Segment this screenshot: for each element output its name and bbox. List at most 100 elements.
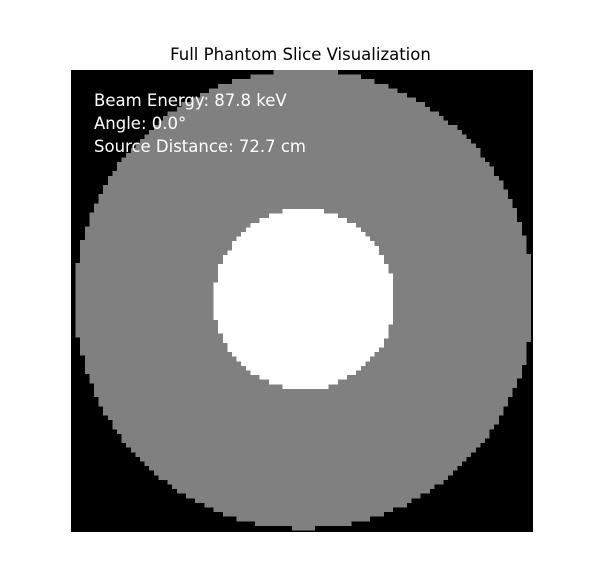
outer-ring-strip	[130, 447, 476, 453]
outer-ring-strip	[94, 387, 513, 393]
phantom-slice-image	[71, 70, 533, 532]
inner-core-strip	[218, 278, 393, 284]
inner-core-strip	[236, 356, 370, 362]
inner-core-strip	[222, 255, 384, 261]
inner-core-strip	[259, 218, 347, 224]
outer-ring-strip	[218, 83, 389, 89]
outer-ring-strip	[255, 520, 352, 526]
outer-ring-strip	[126, 442, 481, 448]
outer-ring-strip	[94, 392, 513, 398]
outer-ring-strip	[117, 166, 495, 172]
outer-ring-strip	[112, 424, 495, 430]
outer-ring-strip	[176, 488, 430, 494]
outer-ring-strip	[149, 465, 458, 471]
beam-energy-label: Beam Energy: 87.8 keV	[94, 91, 287, 110]
outer-ring-strip	[250, 74, 361, 80]
outer-ring-strip	[153, 470, 453, 476]
outer-ring-strip	[112, 171, 495, 177]
outer-ring-strip	[117, 428, 490, 434]
inner-core-strip	[213, 314, 393, 320]
inner-core	[213, 209, 393, 389]
outer-ring-strip	[149, 129, 462, 135]
inner-core-strip	[213, 287, 393, 293]
outer-ring-strip	[98, 401, 508, 407]
outer-ring-strip	[167, 479, 444, 485]
inner-core-strip	[268, 213, 338, 219]
outer-ring-strip	[209, 88, 398, 94]
inner-core-strip	[241, 232, 366, 238]
outer-ring-strip	[107, 415, 499, 421]
outer-ring-strip	[107, 175, 499, 181]
outer-ring-strip	[195, 497, 412, 503]
inner-core-strip	[245, 227, 361, 233]
outer-ring-strip	[167, 111, 439, 117]
inner-core-strip	[218, 319, 393, 325]
outer-ring-strip	[236, 516, 370, 522]
inner-core-strip	[227, 347, 380, 353]
phantom-slice-svg	[71, 70, 533, 532]
outer-ring-strip	[103, 410, 504, 416]
outer-ring-strip	[199, 93, 407, 99]
inner-core-strip	[218, 324, 389, 330]
inner-core-strip	[213, 301, 393, 307]
outer-ring-strip	[140, 139, 472, 145]
inner-core-strip	[213, 310, 393, 316]
angle-label: Angle: 0.0°	[94, 114, 187, 133]
inner-core-strip	[222, 337, 384, 343]
outer-ring-strip	[158, 474, 449, 480]
outer-ring-strip	[291, 525, 315, 531]
inner-core-strip	[218, 264, 389, 270]
outer-ring-strip	[94, 203, 513, 209]
outer-ring-strip	[213, 507, 393, 513]
inner-core-strip	[218, 268, 389, 274]
inner-core-strip	[282, 209, 324, 215]
outer-ring-strip	[107, 180, 504, 186]
inner-core-strip	[245, 365, 361, 371]
outer-ring-strip	[176, 106, 430, 112]
inner-core-strip	[282, 383, 329, 389]
outer-ring-strip	[121, 438, 485, 444]
outer-ring-strip	[103, 185, 504, 191]
outer-ring-strip	[121, 433, 490, 439]
outer-ring-strip	[144, 461, 462, 467]
outer-ring-strip	[103, 189, 508, 195]
inner-core-strip	[250, 370, 357, 376]
outer-ring-strip	[103, 405, 504, 411]
inner-core-strip	[232, 241, 375, 247]
inner-core-strip	[222, 259, 384, 265]
outer-ring-strip	[121, 157, 485, 163]
inner-core-strip	[250, 222, 357, 228]
outer-ring-strip	[98, 396, 508, 402]
outer-ring-strip	[126, 152, 481, 158]
inner-core-strip	[218, 328, 389, 334]
outer-ring-strip	[181, 102, 426, 108]
inner-core-strip	[227, 250, 380, 256]
outer-ring-strip	[158, 120, 449, 126]
outer-ring-strip	[186, 493, 421, 499]
inner-core-strip	[227, 342, 384, 348]
outer-ring-strip	[273, 70, 338, 76]
outer-ring-strip	[222, 511, 384, 517]
outer-ring-strip	[135, 451, 472, 457]
inner-core-strip	[213, 296, 393, 302]
outer-ring-strip	[98, 194, 508, 200]
inner-core-strip	[241, 360, 366, 366]
inner-core-strip	[218, 273, 393, 279]
inner-core-strip	[259, 374, 347, 380]
outer-ring-strip	[144, 134, 467, 140]
inner-core-strip	[232, 351, 375, 357]
outer-ring-strip	[190, 97, 416, 103]
outer-ring-strip	[163, 116, 444, 122]
outer-ring-strip	[204, 502, 407, 508]
outer-ring-strip	[140, 456, 467, 462]
outer-ring-strip	[117, 162, 490, 168]
inner-core-strip	[236, 236, 370, 242]
inner-core-strip	[232, 245, 380, 251]
outer-ring-strip	[232, 79, 375, 85]
inner-core-strip	[213, 305, 393, 311]
inner-core-strip	[213, 282, 393, 288]
outer-ring-strip	[98, 198, 513, 204]
outer-ring-strip	[130, 148, 481, 154]
inner-core-strip	[213, 291, 393, 297]
figure-title: Full Phantom Slice Visualization	[170, 45, 431, 64]
